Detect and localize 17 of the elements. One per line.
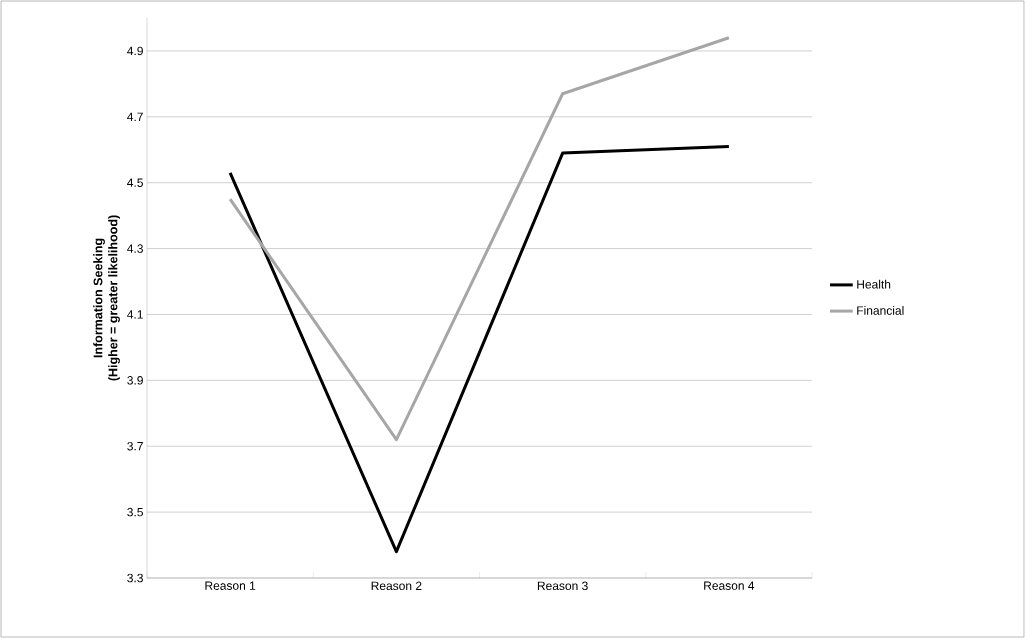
y-tick-label: 3.3 xyxy=(127,573,143,583)
x-tick-label: Reason 2 xyxy=(371,581,422,591)
x-tick-label: Reason 1 xyxy=(205,581,256,590)
x-tick-label: Reason 4 xyxy=(704,581,755,590)
legend-label: Financial xyxy=(857,306,904,315)
y-tick-label: 4.3 xyxy=(127,244,143,253)
x-tick-label: Reason 3 xyxy=(537,581,588,591)
line-series xyxy=(228,144,731,554)
y-axis-title: Information Seeking (Higher = greater likelihood) xyxy=(93,215,120,381)
y-tick-label: 3.7 xyxy=(127,441,143,451)
y-tick-label: 4.7 xyxy=(127,112,143,121)
legend-label: Health xyxy=(857,279,891,289)
y-tick-label: 3.5 xyxy=(127,507,143,517)
y-tick-label: 4.9 xyxy=(127,46,143,56)
y-tick-label: 3.9 xyxy=(127,376,143,385)
y-tick-label: 4.5 xyxy=(127,178,143,187)
y-tick-label: 4.1 xyxy=(127,310,143,319)
